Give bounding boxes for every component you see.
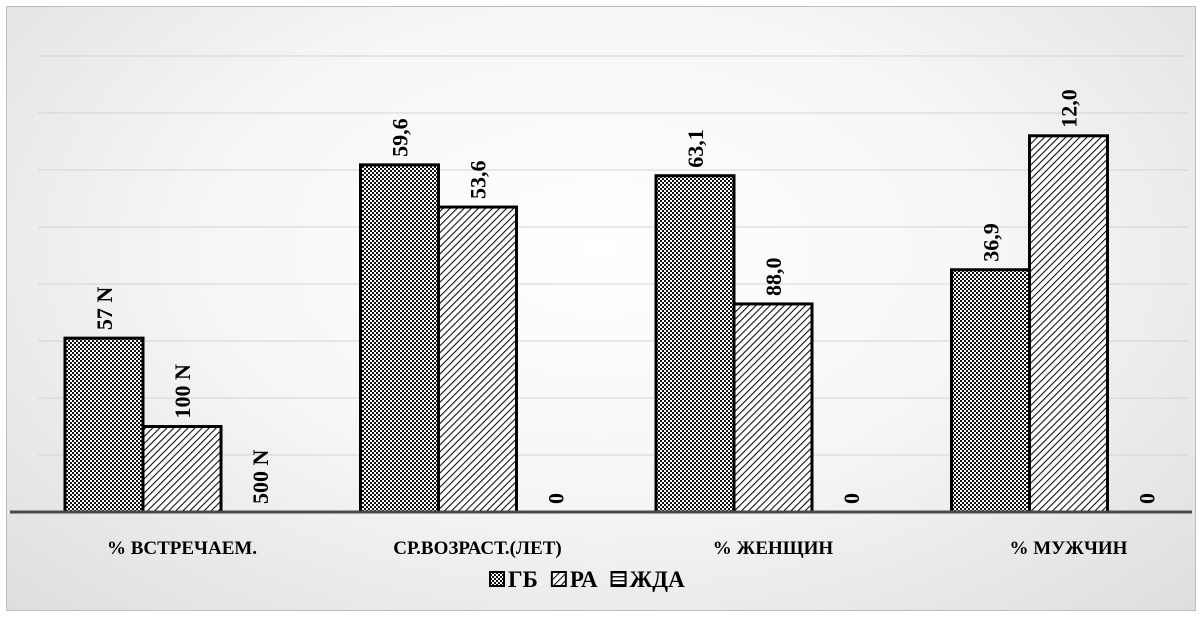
category-label: % МУЖЧИН xyxy=(1010,538,1128,559)
data-labels: 57 N 100 N 500 N 59,6 53,6 0 63,1 88,0 0 36,9 12,0… xyxy=(92,89,1160,504)
bar xyxy=(359,163,440,514)
bar xyxy=(141,425,223,514)
legend-swatch xyxy=(610,571,627,587)
bar xyxy=(63,336,145,514)
data-label: 36,9 xyxy=(979,223,1004,262)
data-label: 59,6 xyxy=(388,118,413,157)
category-labels: % ВСТРЕЧАЕМ. СР.ВОЗРАСТ.(ЛЕТ) % ЖЕНЩИН % МУ… xyxy=(107,538,1128,559)
category-label: % ВСТРЕЧАЕМ. xyxy=(107,538,257,559)
data-label: 53,6 xyxy=(466,161,491,200)
bar xyxy=(732,302,814,514)
bars xyxy=(63,134,1109,514)
legend-swatch xyxy=(489,571,505,587)
data-label: 100 N xyxy=(170,364,195,419)
data-label: 0 xyxy=(1135,493,1160,504)
legend: ГБ РА ЖДА xyxy=(489,567,686,592)
legend-label: РА xyxy=(570,567,598,592)
bar xyxy=(437,205,518,514)
legend-swatch xyxy=(550,571,567,587)
data-label: 500 N xyxy=(248,450,273,505)
category-label: СР.ВОЗРАСТ.(ЛЕТ) xyxy=(393,538,562,559)
category-label: % ЖЕНЩИН xyxy=(713,538,834,559)
legend-label: ЖДА xyxy=(630,567,686,592)
legend-label: ГБ xyxy=(508,567,538,592)
bar xyxy=(1028,134,1109,514)
data-label: 63,1 xyxy=(683,129,708,168)
bar xyxy=(950,268,1031,514)
data-label: 0 xyxy=(544,493,569,504)
data-label: 57 N xyxy=(92,287,117,331)
data-label: 12,0 xyxy=(1057,89,1082,128)
bar xyxy=(654,174,736,514)
data-label: 88,0 xyxy=(761,257,786,296)
data-label: 0 xyxy=(839,493,864,504)
